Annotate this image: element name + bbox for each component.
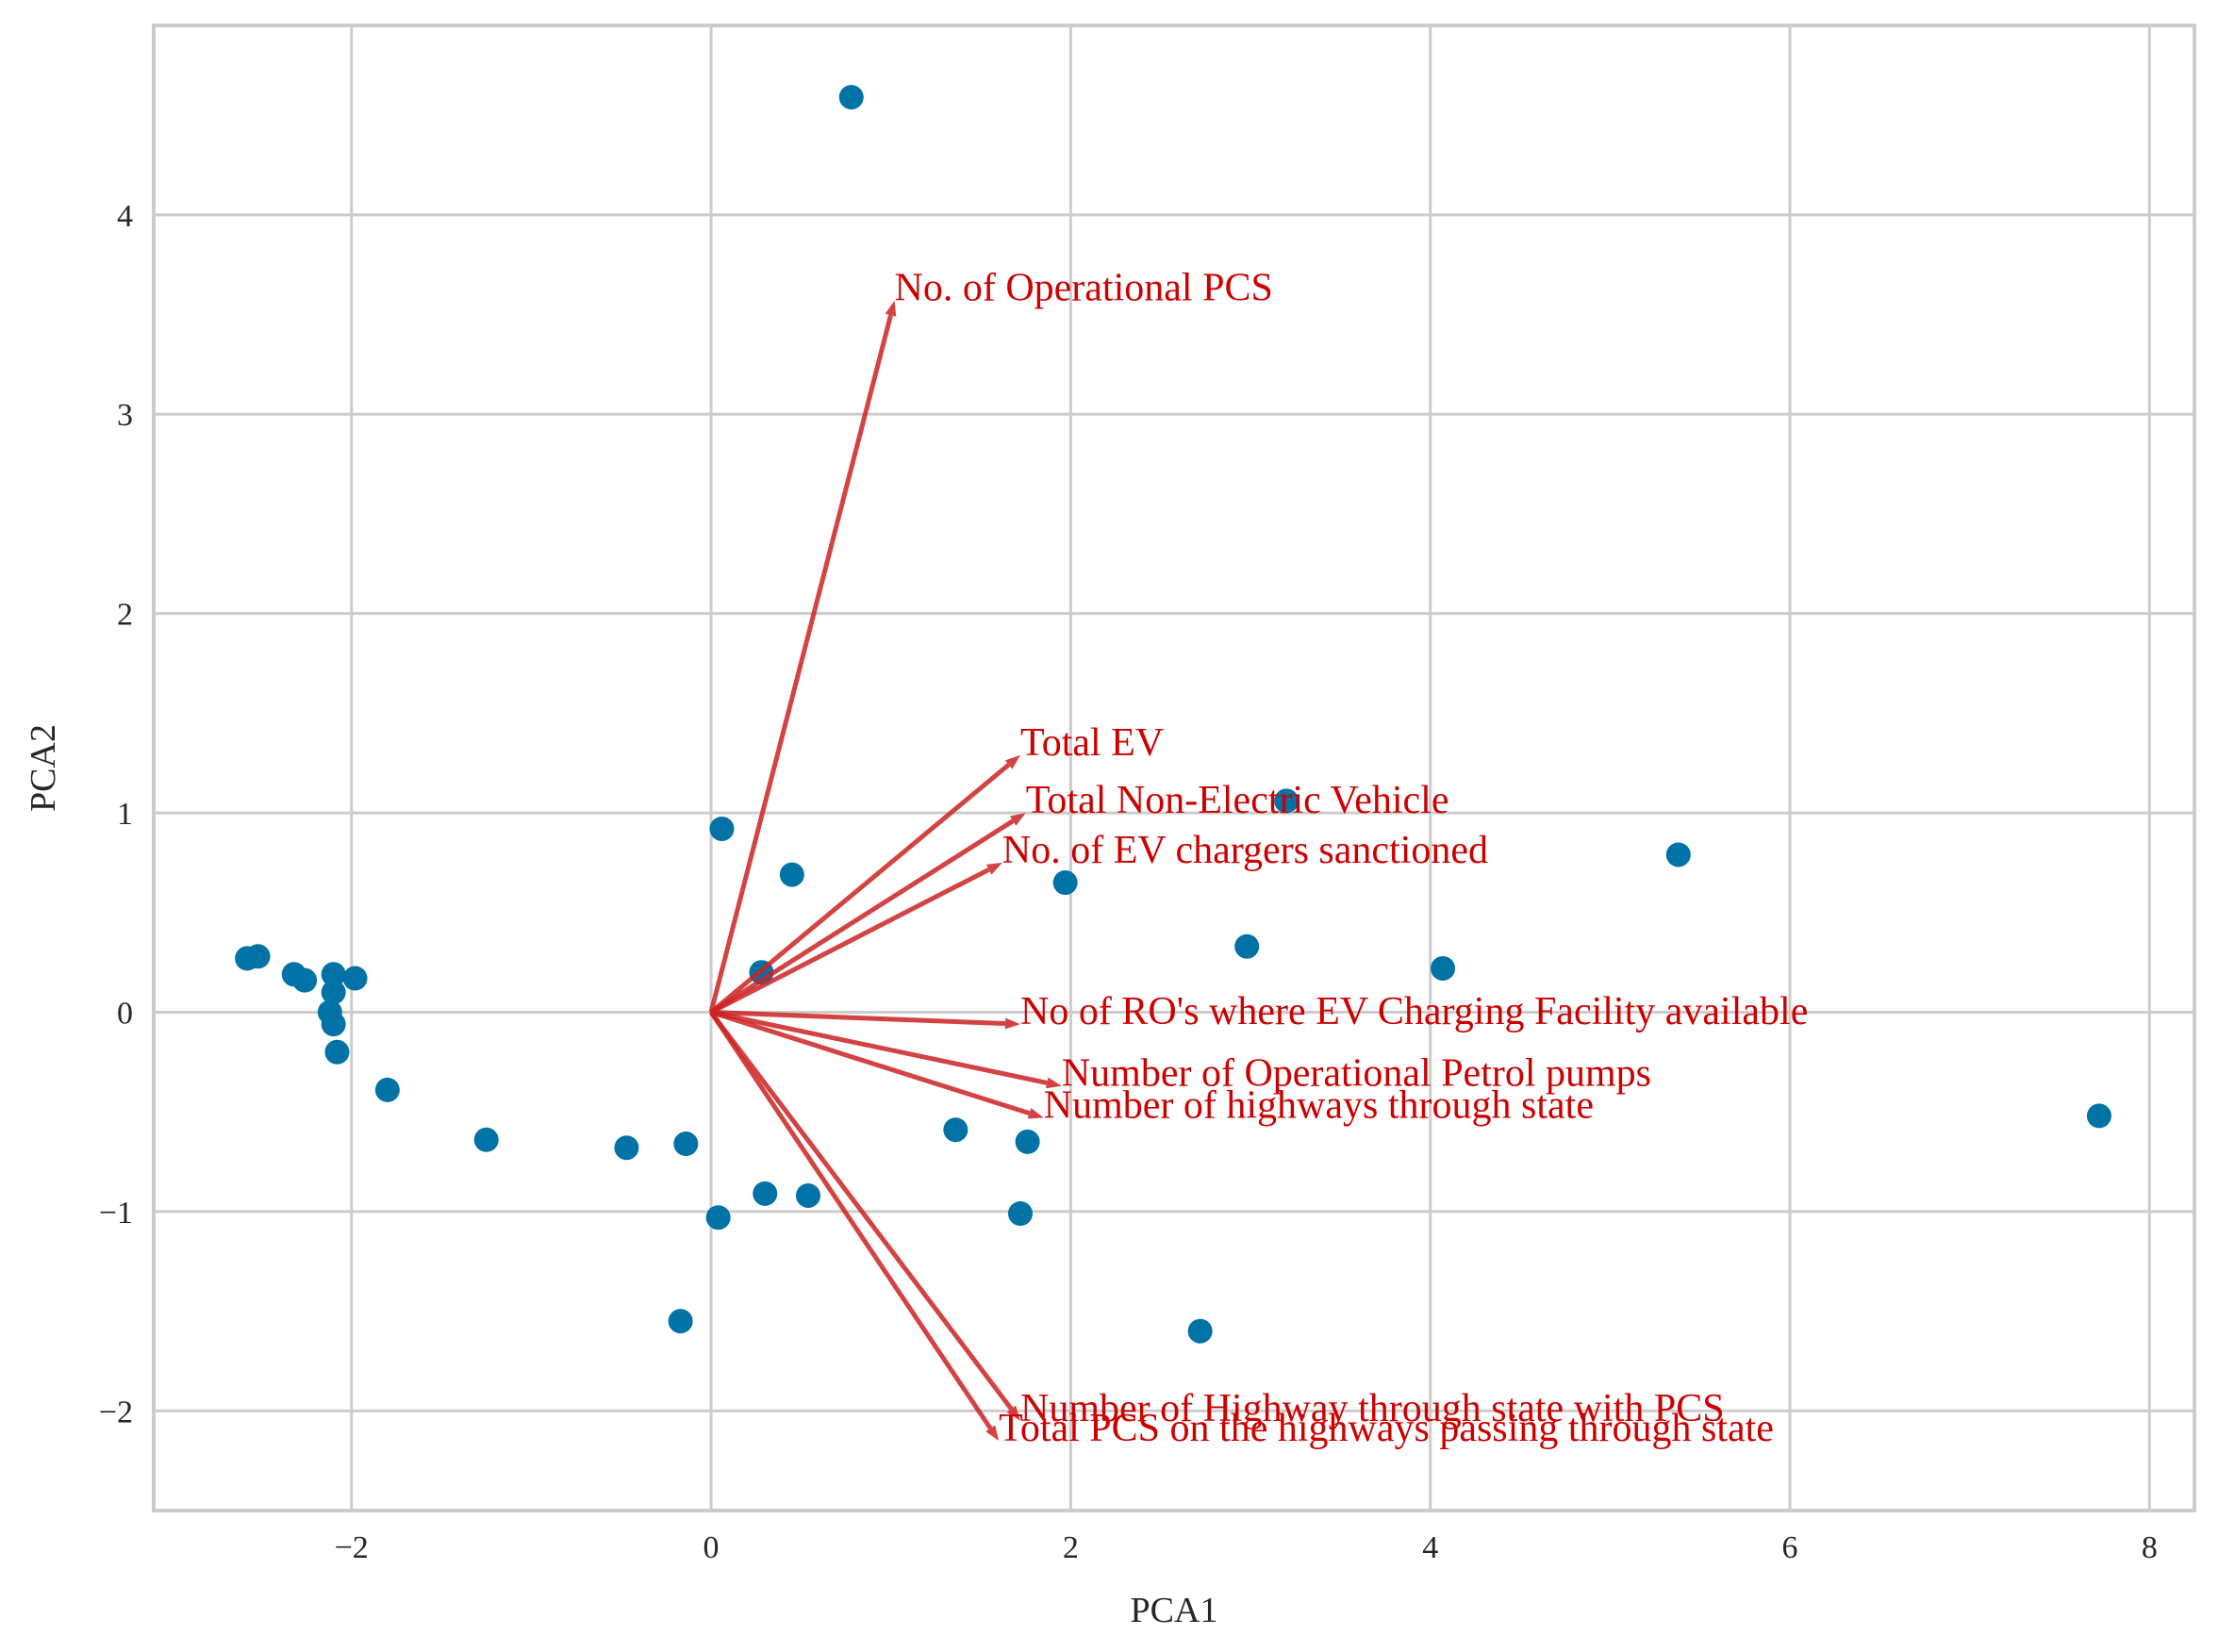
- loading-arrow-shaft: [708, 314, 893, 1014]
- score-point: [342, 966, 368, 991]
- loading-arrow-shaft: [708, 1011, 993, 1430]
- score-point: [321, 1012, 346, 1037]
- score-point: [374, 1077, 400, 1102]
- x-tick-label: 6: [1782, 1530, 1798, 1565]
- loading-arrow-shaft: [710, 1009, 1006, 1027]
- loading-arrow: [709, 754, 1020, 1015]
- loading-arrow-head: [985, 862, 1002, 875]
- y-tick-label: −2: [99, 1395, 133, 1429]
- loading-label: Total EV: [1020, 721, 1164, 765]
- loading-label: Total PCS on the highways passing throug…: [999, 1407, 1774, 1450]
- loading-arrow-shaft: [709, 1010, 1014, 1411]
- score-point: [796, 1182, 821, 1208]
- score-point: [1007, 1201, 1033, 1226]
- y-tick-label: 3: [117, 398, 133, 433]
- loading-arrow-head: [1006, 1405, 1020, 1421]
- score-point: [473, 1127, 499, 1152]
- y-tick-label: −1: [99, 1196, 133, 1231]
- y-tick-label: 1: [117, 797, 133, 832]
- score-point: [1187, 1318, 1213, 1344]
- loading-arrow-head: [1004, 754, 1020, 769]
- plot-frame: [152, 24, 2196, 1512]
- loading-arrow: [709, 862, 1002, 1015]
- score-point: [1431, 955, 1456, 981]
- score-point: [673, 1132, 699, 1157]
- loading-arrow: [708, 300, 897, 1014]
- x-tick-label: 8: [2142, 1530, 2158, 1565]
- loading-arrow-shaft: [709, 763, 1011, 1015]
- y-tick-label: 4: [117, 199, 133, 234]
- score-point: [1015, 1129, 1040, 1154]
- loading-arrow-head: [985, 1425, 1000, 1442]
- grid: [154, 25, 2194, 1511]
- loading-arrows: [708, 300, 1062, 1442]
- score-point: [668, 1309, 693, 1334]
- loading-arrow-head: [1009, 813, 1026, 826]
- score-point: [1234, 933, 1260, 959]
- score-point: [321, 980, 346, 1005]
- loading-label: Number of Operational Petrol pumps: [1062, 1052, 1651, 1096]
- score-point: [838, 85, 864, 110]
- loading-arrow-head: [885, 300, 897, 317]
- x-tick-label: −2: [335, 1530, 369, 1565]
- x-tick-label: 2: [1063, 1530, 1079, 1565]
- loading-arrow-shaft: [709, 867, 990, 1015]
- score-point: [779, 862, 804, 887]
- tick-labels: −2 0 2 4 6 8 −2 −1 0 1 2 3 4: [99, 199, 2158, 1565]
- score-point: [321, 962, 346, 987]
- loading-arrow: [710, 1010, 1044, 1119]
- score-point: [709, 816, 735, 841]
- score-points: [235, 85, 2111, 1344]
- loading-arrow-shaft: [710, 1010, 1048, 1085]
- score-point: [245, 944, 271, 969]
- loading-label: No. of EV chargers sanctioned: [1002, 829, 1488, 872]
- loading-arrow: [710, 1010, 1062, 1089]
- loading-arrow: [708, 1011, 1000, 1442]
- loading-arrow: [710, 1009, 1020, 1030]
- score-point: [753, 1181, 778, 1206]
- loading-labels: No. of Operational PCS Total EV Total Non-…: [895, 267, 1809, 1450]
- score-point: [943, 1117, 968, 1143]
- loading-label: Number of highways through state: [1044, 1084, 1594, 1128]
- loading-arrow: [709, 813, 1026, 1015]
- x-axis-label: PCA1: [1131, 1591, 1218, 1630]
- score-point: [324, 1039, 350, 1065]
- score-point: [1274, 788, 1299, 814]
- loading-label: No of RO's where EV Charging Facility av…: [1020, 990, 1808, 1033]
- score-point: [292, 967, 318, 993]
- y-tick-label: 0: [117, 996, 133, 1031]
- x-tick-label: 4: [1422, 1530, 1438, 1565]
- loading-arrow: [709, 1010, 1020, 1421]
- score-point: [2086, 1103, 2111, 1129]
- loading-label: Total Non-Electric Vehicle: [1026, 779, 1449, 822]
- loading-arrow-head: [1004, 1017, 1020, 1030]
- score-point: [1665, 842, 1691, 867]
- loading-label: Number of Highway through state with PCS: [1020, 1387, 1725, 1430]
- x-tick-label: 0: [703, 1530, 720, 1565]
- y-tick-label: 2: [117, 598, 133, 633]
- loading-arrow-shaft: [710, 1010, 1031, 1116]
- score-point: [705, 1205, 731, 1231]
- y-axis-label: PCA2: [24, 724, 63, 812]
- loading-arrow-shaft: [709, 818, 1015, 1015]
- loading-arrow-head: [1045, 1077, 1062, 1089]
- loading-arrow-head: [1027, 1107, 1044, 1119]
- score-point: [614, 1135, 639, 1161]
- score-point: [1052, 870, 1078, 896]
- loading-label: No. of Operational PCS: [895, 267, 1273, 310]
